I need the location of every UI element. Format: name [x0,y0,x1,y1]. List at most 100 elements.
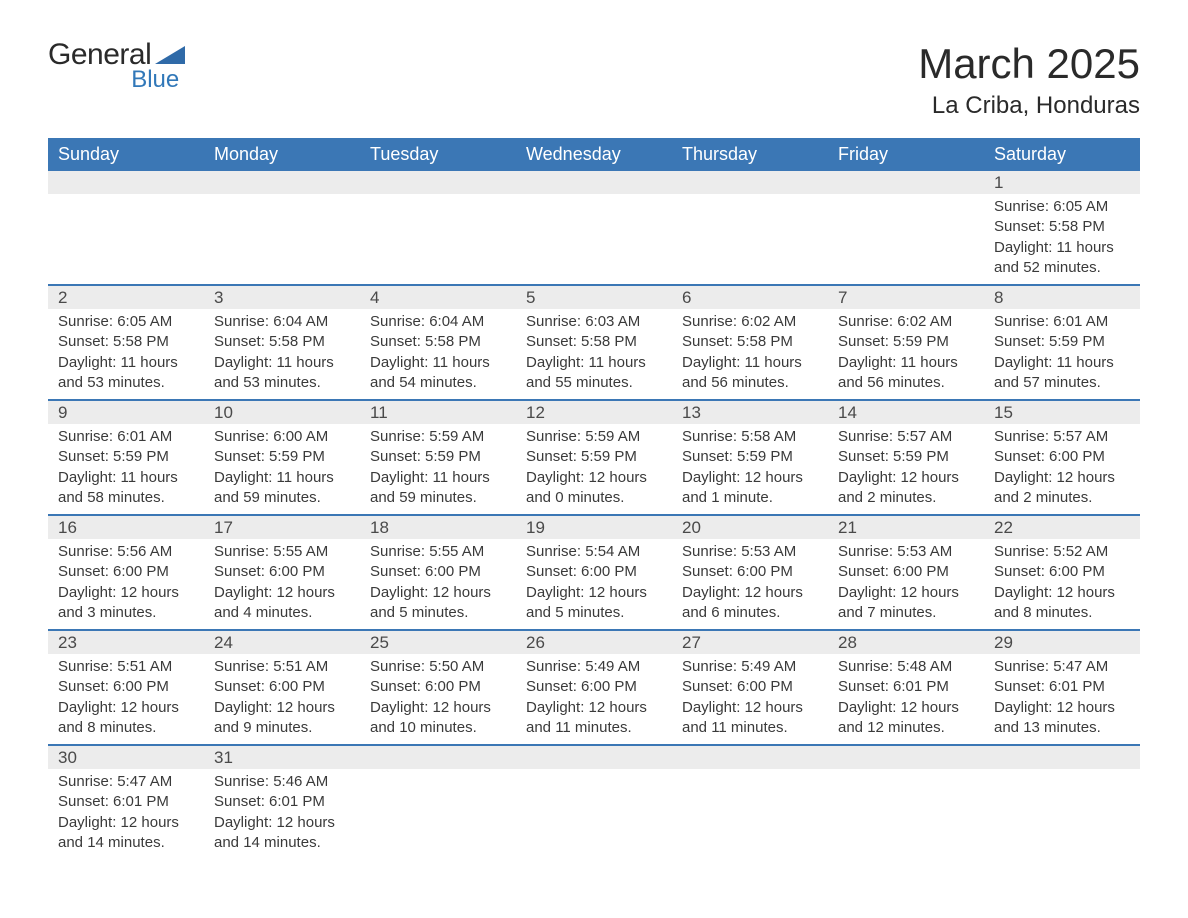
day-detail-line: Daylight: 12 hours and 14 minutes. [58,813,194,854]
day-number-cell: 8 [984,285,1140,309]
week-daynum-row: 23242526272829 [48,630,1140,654]
day-detail-line: Daylight: 12 hours and 7 minutes. [838,583,974,624]
day-detail-line: Sunset: 6:00 PM [370,677,506,697]
day-detail-cell: Sunrise: 5:50 AMSunset: 6:00 PMDaylight:… [360,654,516,745]
day-detail-line: Sunrise: 6:01 AM [58,427,194,447]
week-detail-row: Sunrise: 6:05 AMSunset: 5:58 PMDaylight:… [48,194,1140,285]
day-detail-line: Sunset: 5:58 PM [994,217,1130,237]
day-detail-line: Sunset: 6:01 PM [838,677,974,697]
day-number-cell: 11 [360,400,516,424]
day-detail-line: Sunset: 6:01 PM [58,792,194,812]
day-detail-cell: Sunrise: 6:04 AMSunset: 5:58 PMDaylight:… [360,309,516,400]
day-detail-cell: Sunrise: 5:58 AMSunset: 5:59 PMDaylight:… [672,424,828,515]
day-detail-cell: Sunrise: 6:05 AMSunset: 5:58 PMDaylight:… [984,194,1140,285]
empty-cell [516,171,672,194]
day-detail-line: Sunrise: 5:57 AM [994,427,1130,447]
day-detail-line: Sunrise: 5:59 AM [526,427,662,447]
day-detail-line: Sunset: 6:01 PM [994,677,1130,697]
day-number-cell: 14 [828,400,984,424]
day-detail-line: Daylight: 12 hours and 9 minutes. [214,698,350,739]
day-number-cell: 19 [516,515,672,539]
day-detail-line: Daylight: 12 hours and 4 minutes. [214,583,350,624]
day-number-cell: 3 [204,285,360,309]
day-number-cell: 15 [984,400,1140,424]
day-detail-cell: Sunrise: 5:48 AMSunset: 6:01 PMDaylight:… [828,654,984,745]
weekday-header: Friday [828,138,984,171]
day-detail-line: Sunset: 5:58 PM [58,332,194,352]
day-detail-line: Daylight: 12 hours and 8 minutes. [994,583,1130,624]
day-detail-line: Sunrise: 5:49 AM [526,657,662,677]
day-number-cell: 16 [48,515,204,539]
day-number-cell: 12 [516,400,672,424]
day-detail-line: Sunrise: 5:56 AM [58,542,194,562]
day-number-cell: 24 [204,630,360,654]
day-detail-line: Sunset: 6:00 PM [214,677,350,697]
day-detail-line: Sunrise: 6:05 AM [58,312,194,332]
empty-cell [48,171,204,194]
day-number-cell: 21 [828,515,984,539]
day-detail-line: Sunrise: 6:01 AM [994,312,1130,332]
day-detail-cell: Sunrise: 5:57 AMSunset: 6:00 PMDaylight:… [984,424,1140,515]
day-detail-line: Sunset: 5:59 PM [214,447,350,467]
day-detail-line: Sunrise: 5:58 AM [682,427,818,447]
day-detail-line: Sunrise: 5:47 AM [994,657,1130,677]
day-detail-line: Sunset: 5:59 PM [370,447,506,467]
day-detail-line: Daylight: 12 hours and 5 minutes. [526,583,662,624]
empty-cell [360,171,516,194]
empty-cell [516,194,672,285]
week-daynum-row: 1 [48,171,1140,194]
day-detail-line: Sunrise: 5:59 AM [370,427,506,447]
day-number-cell: 6 [672,285,828,309]
weekday-header: Wednesday [516,138,672,171]
weekday-header: Saturday [984,138,1140,171]
day-detail-line: Sunset: 6:00 PM [682,562,818,582]
day-detail-line: Daylight: 12 hours and 14 minutes. [214,813,350,854]
day-number-cell: 31 [204,745,360,769]
day-detail-line: Daylight: 11 hours and 57 minutes. [994,353,1130,394]
day-detail-cell: Sunrise: 6:00 AMSunset: 5:59 PMDaylight:… [204,424,360,515]
day-detail-line: Sunset: 6:00 PM [214,562,350,582]
week-daynum-row: 9101112131415 [48,400,1140,424]
empty-cell [984,745,1140,769]
day-number-cell: 7 [828,285,984,309]
day-detail-cell: Sunrise: 5:55 AMSunset: 6:00 PMDaylight:… [204,539,360,630]
day-detail-line: Daylight: 12 hours and 12 minutes. [838,698,974,739]
day-detail-line: Sunrise: 6:05 AM [994,197,1130,217]
day-detail-line: Sunset: 5:58 PM [370,332,506,352]
day-detail-line: Sunrise: 5:52 AM [994,542,1130,562]
day-detail-line: Sunrise: 5:51 AM [214,657,350,677]
day-number-cell: 22 [984,515,1140,539]
day-detail-line: Sunrise: 5:50 AM [370,657,506,677]
day-number-cell: 20 [672,515,828,539]
week-daynum-row: 2345678 [48,285,1140,309]
day-number-cell: 9 [48,400,204,424]
day-detail-line: Sunrise: 5:51 AM [58,657,194,677]
day-detail-cell: Sunrise: 5:57 AMSunset: 5:59 PMDaylight:… [828,424,984,515]
day-detail-line: Sunrise: 6:02 AM [838,312,974,332]
day-detail-line: Sunrise: 5:46 AM [214,772,350,792]
day-number-cell: 5 [516,285,672,309]
day-number-cell: 2 [48,285,204,309]
page-header: General Blue March 2025 La Criba, Hondur… [48,40,1140,120]
week-detail-row: Sunrise: 5:47 AMSunset: 6:01 PMDaylight:… [48,769,1140,859]
day-detail-line: Sunrise: 6:04 AM [370,312,506,332]
day-detail-line: Sunset: 5:59 PM [994,332,1130,352]
day-detail-line: Sunrise: 6:02 AM [682,312,818,332]
day-detail-cell: Sunrise: 5:59 AMSunset: 5:59 PMDaylight:… [360,424,516,515]
day-number-cell: 23 [48,630,204,654]
day-detail-line: Daylight: 12 hours and 6 minutes. [682,583,818,624]
day-detail-line: Daylight: 12 hours and 2 minutes. [994,468,1130,509]
day-number-cell: 28 [828,630,984,654]
empty-cell [828,171,984,194]
day-detail-line: Daylight: 12 hours and 11 minutes. [526,698,662,739]
day-detail-line: Sunset: 6:00 PM [994,447,1130,467]
empty-cell [48,194,204,285]
empty-cell [204,171,360,194]
week-daynum-row: 16171819202122 [48,515,1140,539]
day-number-cell: 13 [672,400,828,424]
weekday-header: Sunday [48,138,204,171]
empty-cell [672,769,828,859]
day-detail-cell: Sunrise: 6:01 AMSunset: 5:59 PMDaylight:… [984,309,1140,400]
day-detail-cell: Sunrise: 6:02 AMSunset: 5:58 PMDaylight:… [672,309,828,400]
day-detail-line: Sunset: 6:00 PM [838,562,974,582]
